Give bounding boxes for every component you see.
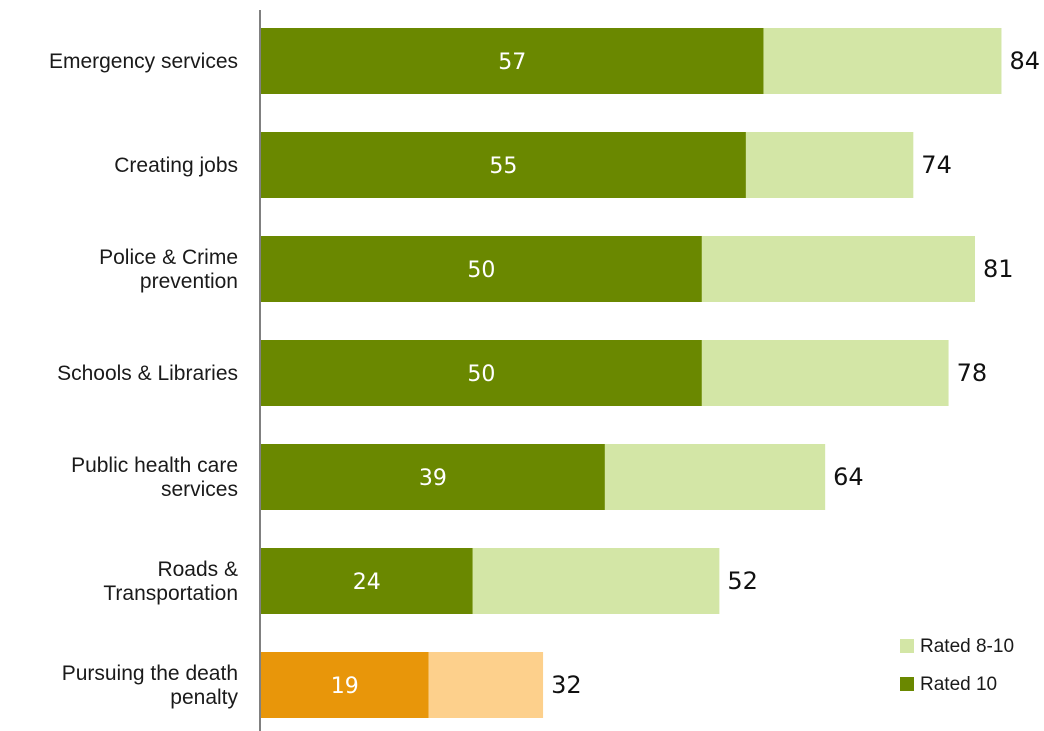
data-label-rated-8-10: 32	[551, 671, 582, 699]
bar-rated-10	[261, 236, 702, 302]
data-label-rated-8-10: 81	[983, 255, 1014, 283]
bar-rated-10	[261, 28, 764, 94]
data-label-rated-10: 50	[467, 258, 495, 283]
bar-rated-10	[261, 132, 746, 198]
bar-rated-10	[261, 548, 473, 614]
bar-rated-10	[261, 444, 605, 510]
labels-group: 57 84 Emergency services 55 74 Creating jobs 5…	[49, 47, 1040, 709]
category-label: Police & Crime prevention	[99, 246, 238, 293]
category-label: Emergency services	[49, 50, 238, 73]
legend-label: Rated 10	[920, 674, 997, 695]
category-label: Creating jobs	[114, 154, 238, 177]
bar-rated-10	[261, 652, 429, 718]
data-label-rated-10: 50	[467, 362, 495, 387]
legend-swatch	[900, 677, 914, 691]
data-label-rated-10: 19	[331, 674, 359, 699]
category-label: Public health care services	[71, 454, 238, 501]
data-label-rated-8-10: 74	[921, 151, 952, 179]
bars-group	[261, 28, 1002, 718]
bar-rated-10	[261, 340, 702, 406]
legend-swatch	[900, 639, 914, 653]
data-label-rated-8-10: 52	[727, 567, 758, 595]
legend: Rated 8-10 Rated 10	[900, 636, 1014, 695]
data-label-rated-8-10: 64	[833, 463, 864, 491]
data-label-rated-8-10: 84	[1009, 47, 1040, 75]
data-label-rated-10: 55	[489, 154, 517, 179]
legend-label: Rated 8-10	[920, 636, 1014, 657]
data-label-rated-10: 39	[419, 466, 447, 491]
category-label: Roads & Transportation	[103, 558, 238, 605]
data-label-rated-8-10: 78	[957, 359, 988, 387]
data-label-rated-10: 57	[498, 50, 526, 75]
data-label-rated-10: 24	[353, 570, 381, 595]
category-label: Pursuing the death penalty	[62, 662, 239, 709]
category-label: Schools & Libraries	[57, 362, 238, 385]
